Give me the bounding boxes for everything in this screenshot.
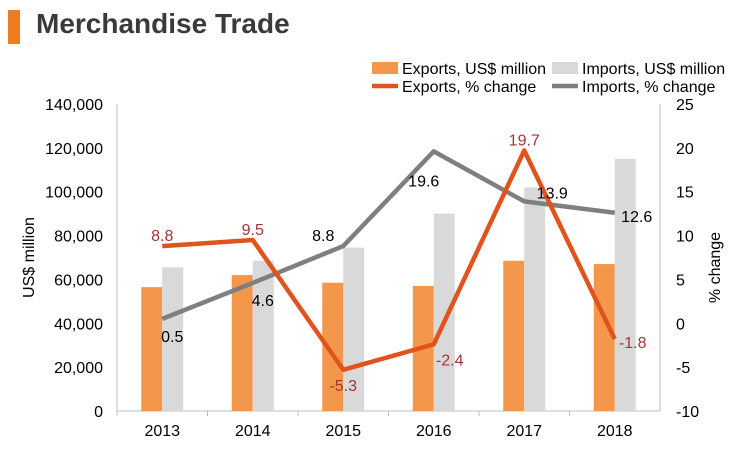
y-tick-label: 120,000 [45,141,103,158]
exports-bar [141,287,163,411]
exports-change-label: -2.4 [436,352,464,369]
legend-label-imports-bar: Imports, US$ million [582,61,725,78]
y2-tick-label: 5 [676,272,685,289]
exports-bar [231,275,253,411]
y2-tick-label: 10 [676,229,694,246]
legend-label-exports-line: Exports, % change [402,79,536,96]
y2-tick-label: -5 [676,360,690,377]
x-tick-label: 2015 [325,423,361,440]
imports-bar [614,158,636,411]
imports-change-line [161,149,616,321]
x-tick-label: 2016 [416,423,452,440]
y-tick-label: 20,000 [54,360,103,377]
imports-change-label: 4.6 [252,293,274,310]
imports-bar [252,260,274,411]
exports-change-label: -1.8 [619,335,647,352]
y-tick-label: 60,000 [54,272,103,289]
imports-change-label: 8.8 [312,228,334,245]
x-tick-label: 2013 [144,423,180,440]
y2-tick-label: 25 [676,97,694,114]
legend-swatch-exports-bar [372,62,398,74]
x-tick-label: 2017 [506,423,542,440]
imports-change-label: 0.5 [161,329,183,346]
exports-bar [503,260,525,411]
exports-change-label: -5.3 [329,378,357,395]
legend-label-exports-bar: Exports, US$ million [402,61,546,78]
y2-axis-label: % change [707,232,724,303]
y-tick-label: 0 [94,404,103,421]
title-accent-bar [8,10,20,44]
y-tick-label: 80,000 [54,229,103,246]
exports-change-label: 9.5 [242,222,264,239]
imports-change-label: 12.6 [621,209,652,226]
exports-bar [322,282,344,411]
imports-change-label: 13.9 [537,185,568,202]
exports-change-label: 19.7 [509,132,540,149]
exports-bar [593,264,615,411]
y2-tick-label: 15 [676,185,694,202]
imports-change-label: 19.6 [408,173,439,190]
y2-tick-label: -10 [676,404,699,421]
imports-bar [524,187,546,411]
exports-change-label: 8.8 [151,228,173,245]
x-tick-label: 2018 [597,423,633,440]
y2-tick-label: 20 [676,141,694,158]
y2-tick-label: 0 [676,316,685,333]
imports-bar [162,267,184,411]
page-title: Merchandise Trade [36,8,290,39]
y-axis-label: US$ million [21,217,38,298]
y-tick-label: 40,000 [54,316,103,333]
y-tick-label: 100,000 [45,185,103,202]
x-tick-label: 2014 [235,423,271,440]
imports-bar [433,213,455,411]
y-tick-label: 140,000 [45,97,103,114]
legend-label-imports-line: Imports, % change [582,79,716,96]
legend-swatch-imports-bar [552,62,578,74]
exports-change-line [162,148,617,373]
